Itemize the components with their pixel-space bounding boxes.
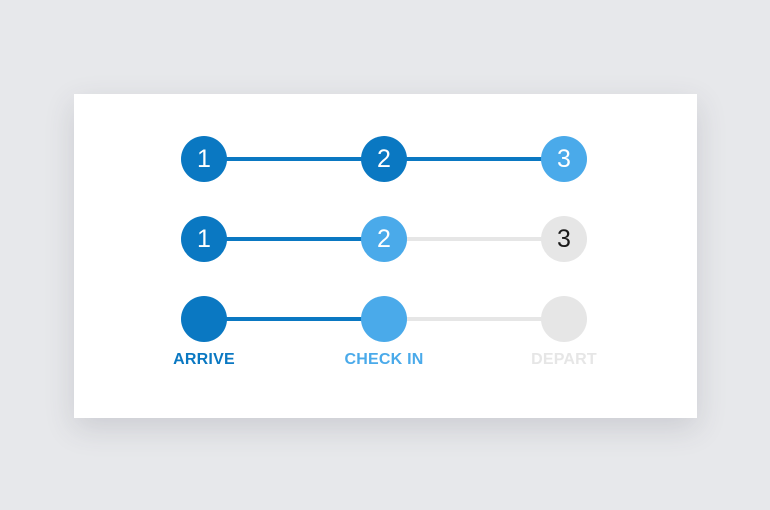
stepper-connector — [384, 237, 564, 241]
stepper-numbered-step2: 1 2 3 — [74, 216, 697, 262]
stepper-connector — [204, 237, 384, 241]
stepper-numbered-step3: 1 2 3 — [74, 136, 697, 182]
step-label-check-in: CHECK IN — [344, 351, 424, 368]
stepper-labeled — [74, 296, 697, 342]
stepper-connector — [384, 317, 564, 321]
step-depart-dot[interactable] — [541, 296, 587, 342]
step-1-circle[interactable]: 1 — [181, 136, 227, 182]
step-2-circle[interactable]: 2 — [361, 216, 407, 262]
stepper-connector — [204, 157, 384, 161]
step-labels: ARRIVE CHECK IN DEPART — [74, 351, 697, 371]
step-1-circle[interactable]: 1 — [181, 216, 227, 262]
step-label-depart: DEPART — [531, 351, 597, 368]
step-check-in-dot[interactable] — [361, 296, 407, 342]
stepper-connector — [384, 157, 564, 161]
step-arrive-dot[interactable] — [181, 296, 227, 342]
stepper-card: 1 2 3 1 2 3 ARRIVE CHECK IN DEPART — [74, 94, 697, 418]
step-3-circle[interactable]: 3 — [541, 216, 587, 262]
stepper-connector — [204, 317, 384, 321]
step-3-circle[interactable]: 3 — [541, 136, 587, 182]
step-label-arrive: ARRIVE — [173, 351, 235, 368]
step-2-circle[interactable]: 2 — [361, 136, 407, 182]
